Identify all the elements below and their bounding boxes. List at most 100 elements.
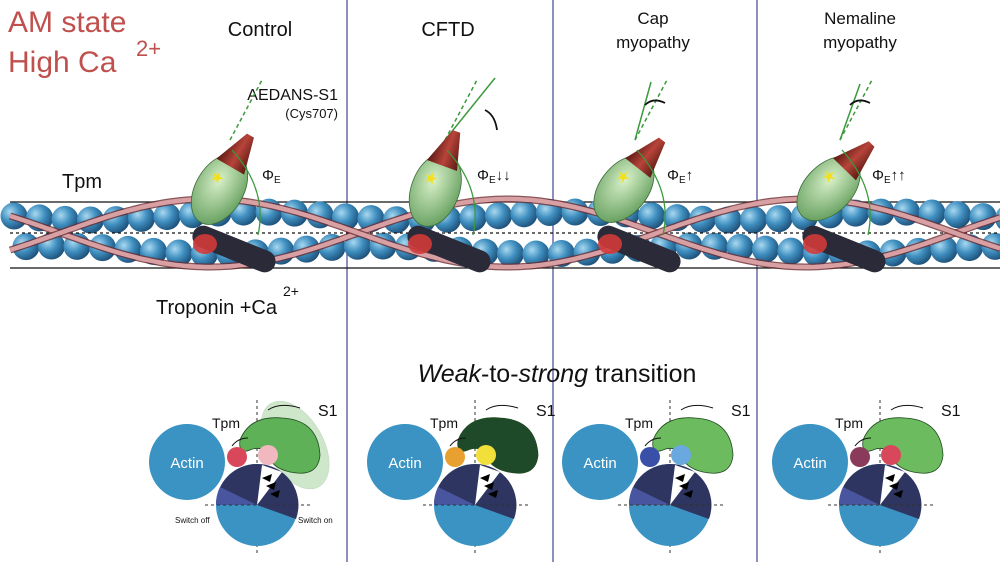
actin-monomer (638, 202, 665, 230)
binding-site-circle (671, 445, 691, 465)
actin-monomer (765, 205, 793, 233)
panel-title-nemaline-2: myopathy (823, 33, 897, 52)
wheel-tooth (679, 482, 689, 490)
schematic-2: Actin Tpm S1 (562, 400, 751, 555)
panel-title-cap-1: Cap (637, 9, 668, 28)
actin-monomer (344, 232, 371, 260)
actin-monomer (497, 240, 524, 268)
myosin-head-0: ★ ΦE (190, 79, 281, 273)
tropomyosin-strand (9, 196, 1000, 270)
phi-change-arrows: ↑ (686, 167, 694, 184)
rotation-arrow-icon (484, 109, 498, 131)
lever-arm (625, 137, 666, 178)
tpm-circle (850, 447, 870, 467)
s1-rotation-arrow-icon (267, 404, 301, 411)
tpm-arrow-icon (644, 437, 662, 447)
phi-change-arrows: ↑↑ (891, 167, 906, 184)
angle-arc (636, 149, 666, 236)
phi-e-label: ΦE (262, 167, 281, 186)
panel-title-nemaline-1: Nemaline (824, 9, 896, 28)
panel-title-cap-2: myopathy (616, 33, 690, 52)
s1-rotation-arrow-icon (485, 404, 519, 411)
actin-label: Actin (793, 455, 826, 472)
lever-arm (426, 130, 461, 171)
probe-axis (229, 79, 263, 141)
actin-circle (149, 424, 225, 500)
phi-subscript: E (274, 175, 281, 186)
troponin-site (803, 234, 827, 254)
phi-e-label: ΦE↑↑ (872, 167, 906, 186)
tpm-arrow-icon (231, 437, 249, 447)
actin-monomer (522, 240, 550, 268)
fluorophore-star-icon: ★ (421, 169, 440, 190)
wheel-mid-sector (215, 487, 257, 505)
binding-site-circle (476, 445, 496, 465)
actin-label: Actin (583, 455, 616, 472)
s1-label: S1 (941, 403, 961, 420)
phi-symbol: Φ (872, 167, 884, 184)
tpm-circle (640, 447, 660, 467)
panel-dividers (346, 0, 758, 562)
angle-arc (841, 149, 871, 236)
tpm-label: Tpm (430, 415, 458, 431)
s1-rotation-arrow-icon (890, 404, 924, 411)
s1-label: S1 (536, 403, 556, 420)
phi-subscript: E (884, 175, 891, 186)
tpm-arrow-icon (449, 437, 467, 447)
myosin-head-1: ★ ΦE↓↓ (407, 77, 511, 273)
probe-axis-shifted (634, 81, 652, 141)
wheel-tooth (266, 482, 276, 490)
panel-title-cftd: CFTD (421, 19, 474, 41)
actin-circle (562, 424, 638, 500)
s1-domain (652, 417, 734, 474)
s1-label: S1 (731, 403, 751, 420)
wheel-mid-sector (628, 487, 670, 505)
transition-end: transition (588, 360, 696, 388)
panel-title-control: Control (228, 19, 292, 41)
state-heading-line1: AM state (8, 6, 126, 39)
probe-axis (839, 79, 873, 141)
wheel-tooth (480, 474, 490, 482)
actin-monomer (153, 203, 181, 231)
rotation-arrow-icon (644, 99, 666, 106)
switch-off-label: Switch off (175, 516, 210, 525)
wheel-tooth (889, 482, 899, 490)
phi-subscript: E (489, 175, 496, 186)
probe-axis-shifted (839, 83, 861, 141)
wheel-tooth (683, 490, 693, 498)
troponin-site (408, 234, 432, 254)
lever-arm (832, 141, 875, 181)
s1-label: S1 (318, 403, 338, 420)
actin-label: Actin (388, 455, 421, 472)
troponin-site (598, 234, 622, 254)
s1-rotation-arrow-icon (680, 404, 714, 411)
transition-weak: Weak (418, 360, 483, 388)
wheel-mid-sector (838, 487, 880, 505)
actin-circle (772, 424, 848, 500)
actin-monomer (459, 204, 487, 232)
wheel-tooth (488, 490, 498, 498)
angle-arc (231, 149, 261, 236)
s1-domain (457, 417, 539, 474)
wheel-tooth (262, 474, 272, 482)
phi-symbol: Φ (477, 167, 489, 184)
actin-monomer (944, 201, 971, 229)
state-heading-superscript: 2+ (136, 36, 161, 61)
probe-site-label: (Cys707) (285, 106, 338, 121)
probe-label: AEDANS-S1 (247, 87, 338, 104)
phi-e-label: ΦE↓↓ (477, 167, 511, 186)
switch-on-label: Switch on (298, 516, 333, 525)
actin-monomer (777, 237, 805, 265)
schematic-0: Actin Tpm S1 Switch off Switch on (149, 400, 338, 555)
tpm-label: Tpm (835, 415, 863, 431)
state-heading-line2: High Ca (8, 46, 117, 79)
actin-monomer (165, 239, 193, 267)
tpm-label: Tpm (62, 171, 102, 193)
troponin-superscript: 2+ (283, 283, 299, 299)
transition-heading: Weak-to-strong transition (418, 360, 697, 388)
wheel-tooth (893, 490, 903, 498)
angle-arc (446, 149, 476, 236)
wheel-tooth (484, 482, 494, 490)
